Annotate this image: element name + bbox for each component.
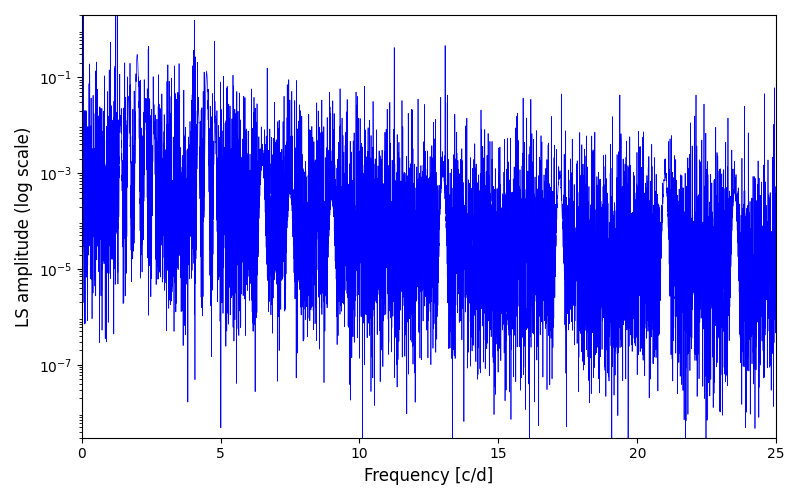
X-axis label: Frequency [c/d]: Frequency [c/d]	[364, 467, 494, 485]
Y-axis label: LS amplitude (log scale): LS amplitude (log scale)	[15, 126, 33, 326]
